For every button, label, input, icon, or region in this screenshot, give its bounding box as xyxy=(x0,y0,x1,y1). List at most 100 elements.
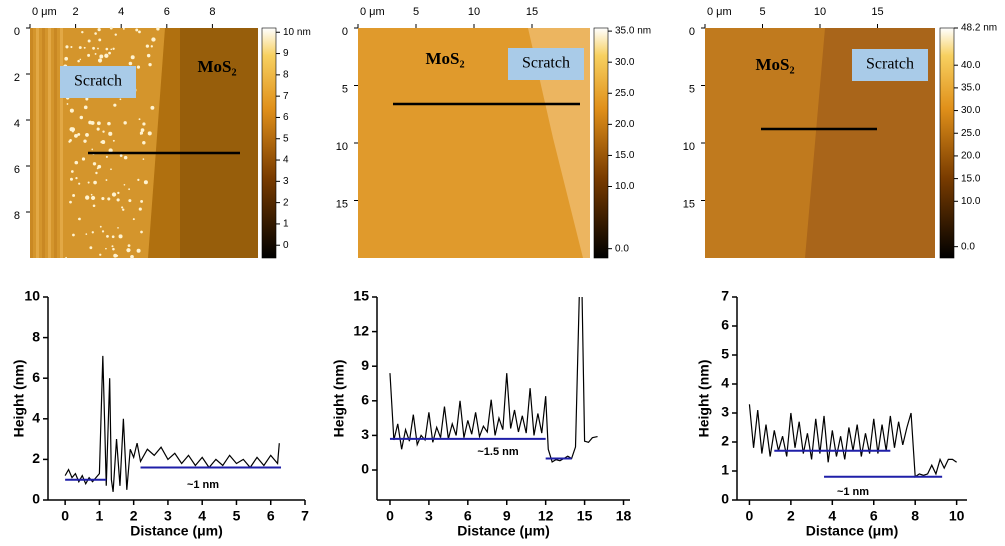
colorbar-tick-label: 35.0 nm xyxy=(615,26,651,37)
particle xyxy=(97,164,102,169)
particle xyxy=(116,198,120,202)
particle xyxy=(66,103,69,105)
particle xyxy=(135,28,139,32)
y-tick-label: 4 xyxy=(32,410,40,426)
particle xyxy=(81,30,84,34)
particle xyxy=(109,26,113,30)
x-tick-label: 15 xyxy=(577,508,593,524)
x-tick-label: 5 xyxy=(759,6,765,18)
x-tick-label: 2 xyxy=(73,6,79,18)
particle xyxy=(113,103,117,107)
particle xyxy=(113,253,118,258)
particle xyxy=(108,51,111,55)
stripe xyxy=(42,28,45,258)
y-tick-label: 2 xyxy=(14,72,20,84)
particle xyxy=(146,53,151,58)
colorbar-tick-label: 25.0 xyxy=(961,128,981,139)
particle xyxy=(79,115,84,120)
stripe xyxy=(36,28,39,258)
particle xyxy=(123,183,126,186)
particle xyxy=(69,177,73,181)
colorbar-tick-label: 10.0 xyxy=(615,181,635,192)
particle xyxy=(136,248,141,253)
panel-label: MoS₂ xyxy=(755,55,794,74)
y-tick-label: 12 xyxy=(353,322,369,338)
colorbar-tick-label: 35.0 xyxy=(961,83,981,94)
particle xyxy=(138,118,141,121)
particle xyxy=(119,98,122,101)
y-tick-label: 0 xyxy=(721,491,729,507)
particle xyxy=(121,206,124,209)
particle xyxy=(97,58,103,63)
y-tick-label: 2 xyxy=(32,450,40,466)
colorbar-tick-label: 30.0 xyxy=(961,105,981,116)
y-tick-label: 10 xyxy=(24,288,40,304)
particle xyxy=(140,128,145,132)
label-box xyxy=(60,66,136,98)
particle xyxy=(151,37,156,42)
particle xyxy=(74,160,79,165)
colorbar-tick-label: 20.0 xyxy=(615,119,635,130)
y-axis-title: Height (nm) xyxy=(696,360,712,438)
y-tick-label: 4 xyxy=(14,118,20,130)
colorbar xyxy=(593,27,609,259)
stripe xyxy=(48,28,51,258)
particle xyxy=(128,199,132,203)
scratch-region xyxy=(805,28,935,258)
colorbar-tick-label: 8 xyxy=(283,69,289,80)
label-box xyxy=(852,49,928,81)
y-tick-label: 7 xyxy=(721,288,729,304)
y-tick-label: 5 xyxy=(342,83,348,95)
x-tick-label: 7 xyxy=(301,508,309,524)
particle xyxy=(137,178,140,181)
x-tick-label: 3 xyxy=(164,508,172,524)
colorbar-tick-label: 40.0 xyxy=(961,60,981,71)
particle xyxy=(132,218,135,221)
x-tick-label: 0 μm xyxy=(360,6,385,18)
colorbar-tick-label: 9 xyxy=(283,48,289,59)
particle xyxy=(114,33,117,36)
particle xyxy=(139,132,142,135)
afm-panel: Scratch MoS₂ xyxy=(30,26,258,259)
particle xyxy=(116,254,119,257)
x-tick-label: 18 xyxy=(616,508,632,524)
particle xyxy=(123,155,128,160)
colorbar-tick-label: 30.0 xyxy=(615,57,635,68)
x-tick-label: 10 xyxy=(468,6,480,18)
particle xyxy=(78,182,81,185)
stripe xyxy=(30,28,33,258)
particle xyxy=(105,47,109,51)
profile-line xyxy=(389,297,598,463)
colorbar-tick-label: 7 xyxy=(283,91,289,102)
colorbar-tick-label: 2 xyxy=(283,197,289,208)
particle xyxy=(91,231,94,234)
y-tick-label: 15 xyxy=(683,198,695,210)
particle xyxy=(106,235,109,238)
colorbar xyxy=(261,27,277,259)
particle xyxy=(122,208,125,211)
x-tick-label: 0 xyxy=(386,508,394,524)
x-tick-label: 0 μm xyxy=(32,6,57,18)
particle xyxy=(72,233,75,237)
profile-line xyxy=(64,355,280,492)
x-tick-label: 2 xyxy=(787,508,795,524)
x-tick-label: 3 xyxy=(425,508,433,524)
particle xyxy=(74,133,78,138)
particle xyxy=(96,121,101,126)
particle xyxy=(128,61,133,66)
particle xyxy=(107,121,111,126)
particle xyxy=(85,233,88,235)
x-tick-label: 8 xyxy=(209,6,215,18)
particle xyxy=(85,195,90,200)
particle xyxy=(108,131,113,136)
particle xyxy=(70,170,74,173)
x-axis-title: Distance (μm) xyxy=(806,523,899,539)
colorbar-tick-label: 25.0 xyxy=(615,88,635,99)
particle xyxy=(89,246,93,250)
particle xyxy=(90,195,96,201)
particle xyxy=(140,199,144,203)
colorbar xyxy=(939,27,955,259)
colorbar-tick-label: 1 xyxy=(283,219,289,230)
particle xyxy=(99,253,102,256)
